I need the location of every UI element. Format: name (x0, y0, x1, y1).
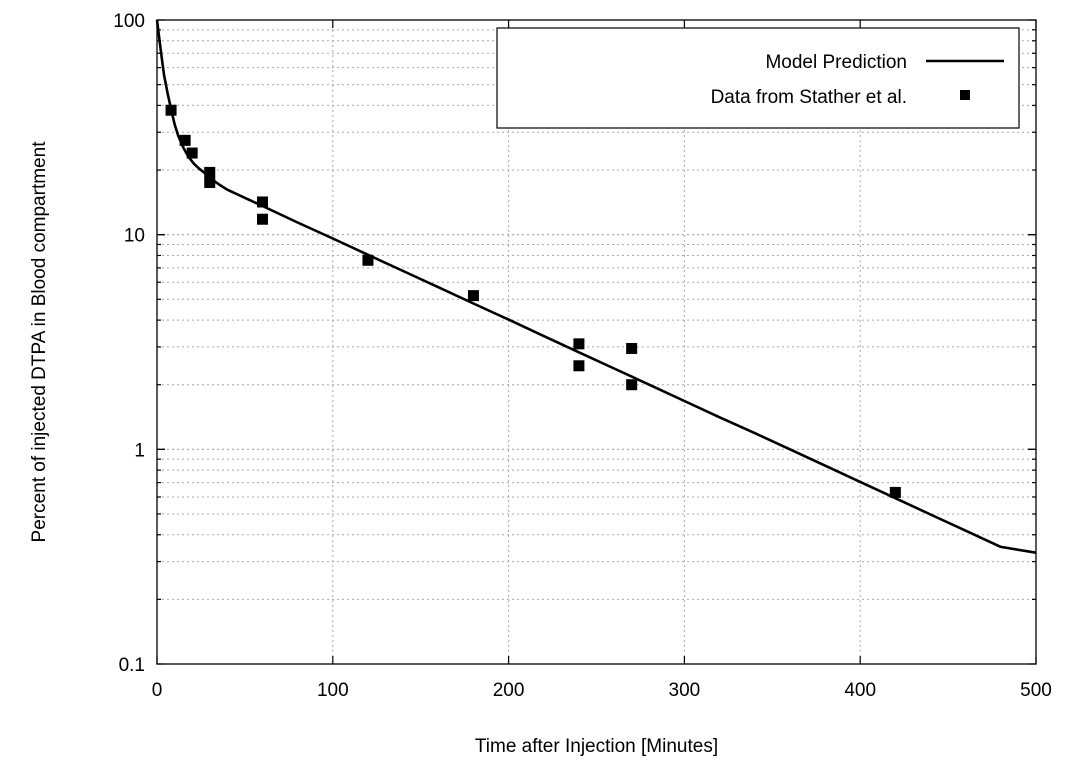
data-point-stather (626, 379, 638, 391)
x-axis-title: Time after Injection [Minutes] (475, 736, 718, 757)
legend-box (496, 27, 1020, 129)
tick-layer: 0 100 200 300 400 500 0.1 1 10 100 (113, 11, 1052, 701)
model-prediction-line (155, 19, 1037, 554)
data-point-stather (573, 338, 585, 350)
x-tick-label: 200 (493, 680, 525, 701)
data-point-stather (573, 360, 585, 372)
legend: Model Prediction Data from Stather et al… (496, 27, 1020, 129)
data-point-stather (362, 254, 374, 266)
y-tick-label: 1 (134, 440, 145, 461)
data-point-stather (186, 147, 198, 159)
data-point-stather (889, 486, 901, 498)
data-point-stather (204, 176, 216, 188)
x-tick-label: 300 (669, 680, 701, 701)
x-tick-label: 0 (152, 680, 163, 701)
legend-label-model-prediction: Model Prediction (765, 52, 907, 73)
y-tick-label: 10 (124, 226, 145, 247)
data-point-stather (179, 134, 191, 146)
y-tick-label: 0.1 (119, 655, 145, 676)
plot-frame (156, 19, 1037, 665)
data-point-stather (256, 196, 268, 208)
data-point-stather (467, 290, 479, 302)
data-point-stather (165, 104, 177, 116)
legend-label-stather-data: Data from Stather et al. (711, 87, 907, 108)
x-tick-label: 100 (317, 680, 349, 701)
x-tick-label: 500 (1020, 680, 1052, 701)
data-point-stather (626, 342, 638, 354)
series-layer (155, 19, 1037, 554)
data-point-stather (204, 166, 216, 178)
data-point-stather (256, 213, 268, 225)
x-tick-label: 400 (844, 680, 876, 701)
y-axis-title: Percent of injected DTPA in Blood compar… (29, 141, 50, 543)
y-tick-label: 100 (113, 11, 145, 32)
legend-swatch-stather-data (960, 90, 970, 100)
grid (157, 20, 1036, 664)
